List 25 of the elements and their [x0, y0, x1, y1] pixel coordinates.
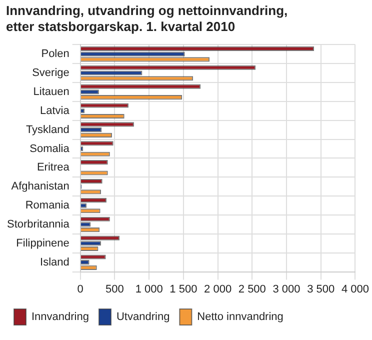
x-tick-label: 3 000	[272, 283, 300, 296]
y-tick-label: Tyskland	[26, 124, 70, 136]
y-tick-label: Eritrea	[36, 162, 70, 174]
y-tick-label: Afghanistan	[11, 180, 70, 193]
y-tick-label: Litauen	[33, 86, 70, 98]
chart-title: Innvandring, utvandring og nettoinnvandring, etter statsborgarskap. 1. kvartal 2010	[5, 2, 289, 35]
y-tick-label: Storbritannia	[6, 218, 70, 230]
x-tick-label: 0	[77, 283, 84, 296]
y-tick-label: Sverige	[32, 67, 70, 80]
x-tick-label: 2 000	[204, 283, 232, 296]
x-tick-label: 1 500	[170, 283, 198, 296]
y-tick-label: Romania	[25, 200, 70, 212]
x-tick-label: 1 000	[135, 283, 163, 296]
y-tick-label: Island	[40, 256, 70, 268]
legend-label: Netto innvandring	[197, 311, 284, 324]
y-tick-label: Latvia	[40, 104, 70, 117]
legend-label: Innvandring	[32, 311, 89, 324]
x-tick-label: 3 500	[307, 283, 335, 296]
x-tick-label: 4 000	[341, 283, 369, 296]
x-tick-label: 500	[106, 283, 124, 296]
y-tick-label: Polen	[41, 48, 70, 60]
y-tick-label: Filippinene	[16, 237, 70, 250]
legend-label: Utvandring	[116, 311, 170, 324]
y-tick-label: Somalia	[30, 142, 70, 155]
x-tick-label: 2 500	[238, 283, 266, 296]
